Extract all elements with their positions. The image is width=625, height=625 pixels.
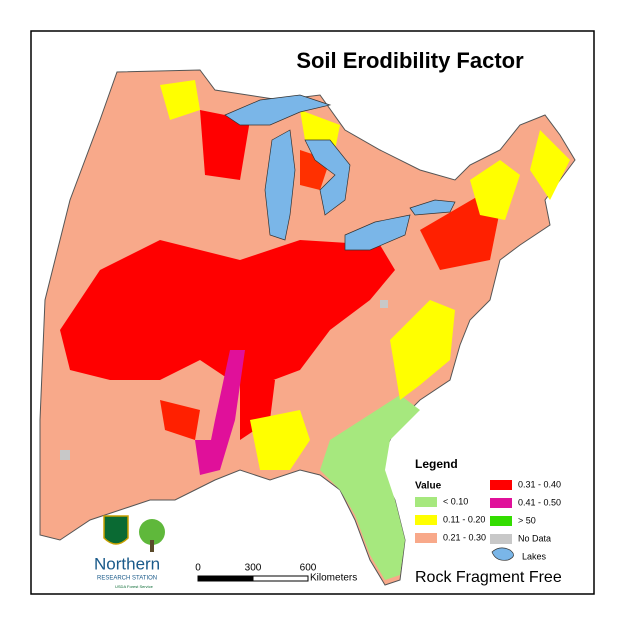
legend-swatch <box>490 516 512 526</box>
land <box>39 69 576 586</box>
legend-label: 0.41 - 0.50 <box>518 497 561 507</box>
subtitle: Rock Fragment Free <box>415 569 562 586</box>
frame <box>30 30 595 595</box>
scale-label: 600 <box>300 563 317 574</box>
legend-label: 0.11 - 0.20 <box>443 514 485 524</box>
map-title: Soil Erodibility Factor <box>296 48 524 73</box>
legend-title: Legend <box>415 457 458 471</box>
legend-swatch <box>415 497 437 507</box>
legend-label: > 50 <box>518 515 536 525</box>
legend-label: < 0.10 <box>443 496 468 506</box>
logo-name: Northern <box>94 554 160 573</box>
scale-bar <box>197 575 309 582</box>
legend-label: 0.21 - 0.30 <box>443 532 486 542</box>
legend-swatch <box>490 480 512 490</box>
scale-unit: Kilometers <box>310 573 357 584</box>
logo-agency: USDA Forest Service <box>115 584 154 589</box>
great-lakes <box>224 94 456 251</box>
logo-station: RESEARCH STATION <box>97 576 157 582</box>
legend-swatch <box>415 533 437 543</box>
legend-heading: Value <box>415 481 442 492</box>
legend-label: 0.31 - 0.40 <box>518 479 561 489</box>
scale-label: 0 <box>195 563 201 574</box>
legend-label: Lakes <box>522 551 547 561</box>
legend: < 0.10 0.11 - 0.20 0.21 - 0.30 0.31 - 0.40 0… <box>415 479 561 544</box>
legend-label: No Data <box>518 533 551 543</box>
legend-swatch <box>490 534 512 544</box>
lakes-swatch <box>491 547 514 561</box>
legend-swatch <box>415 515 437 525</box>
scale-labels: 0 300 600 <box>195 563 317 574</box>
scale-label: 300 <box>245 563 262 574</box>
logo <box>103 515 165 552</box>
legend-swatch <box>490 498 512 508</box>
